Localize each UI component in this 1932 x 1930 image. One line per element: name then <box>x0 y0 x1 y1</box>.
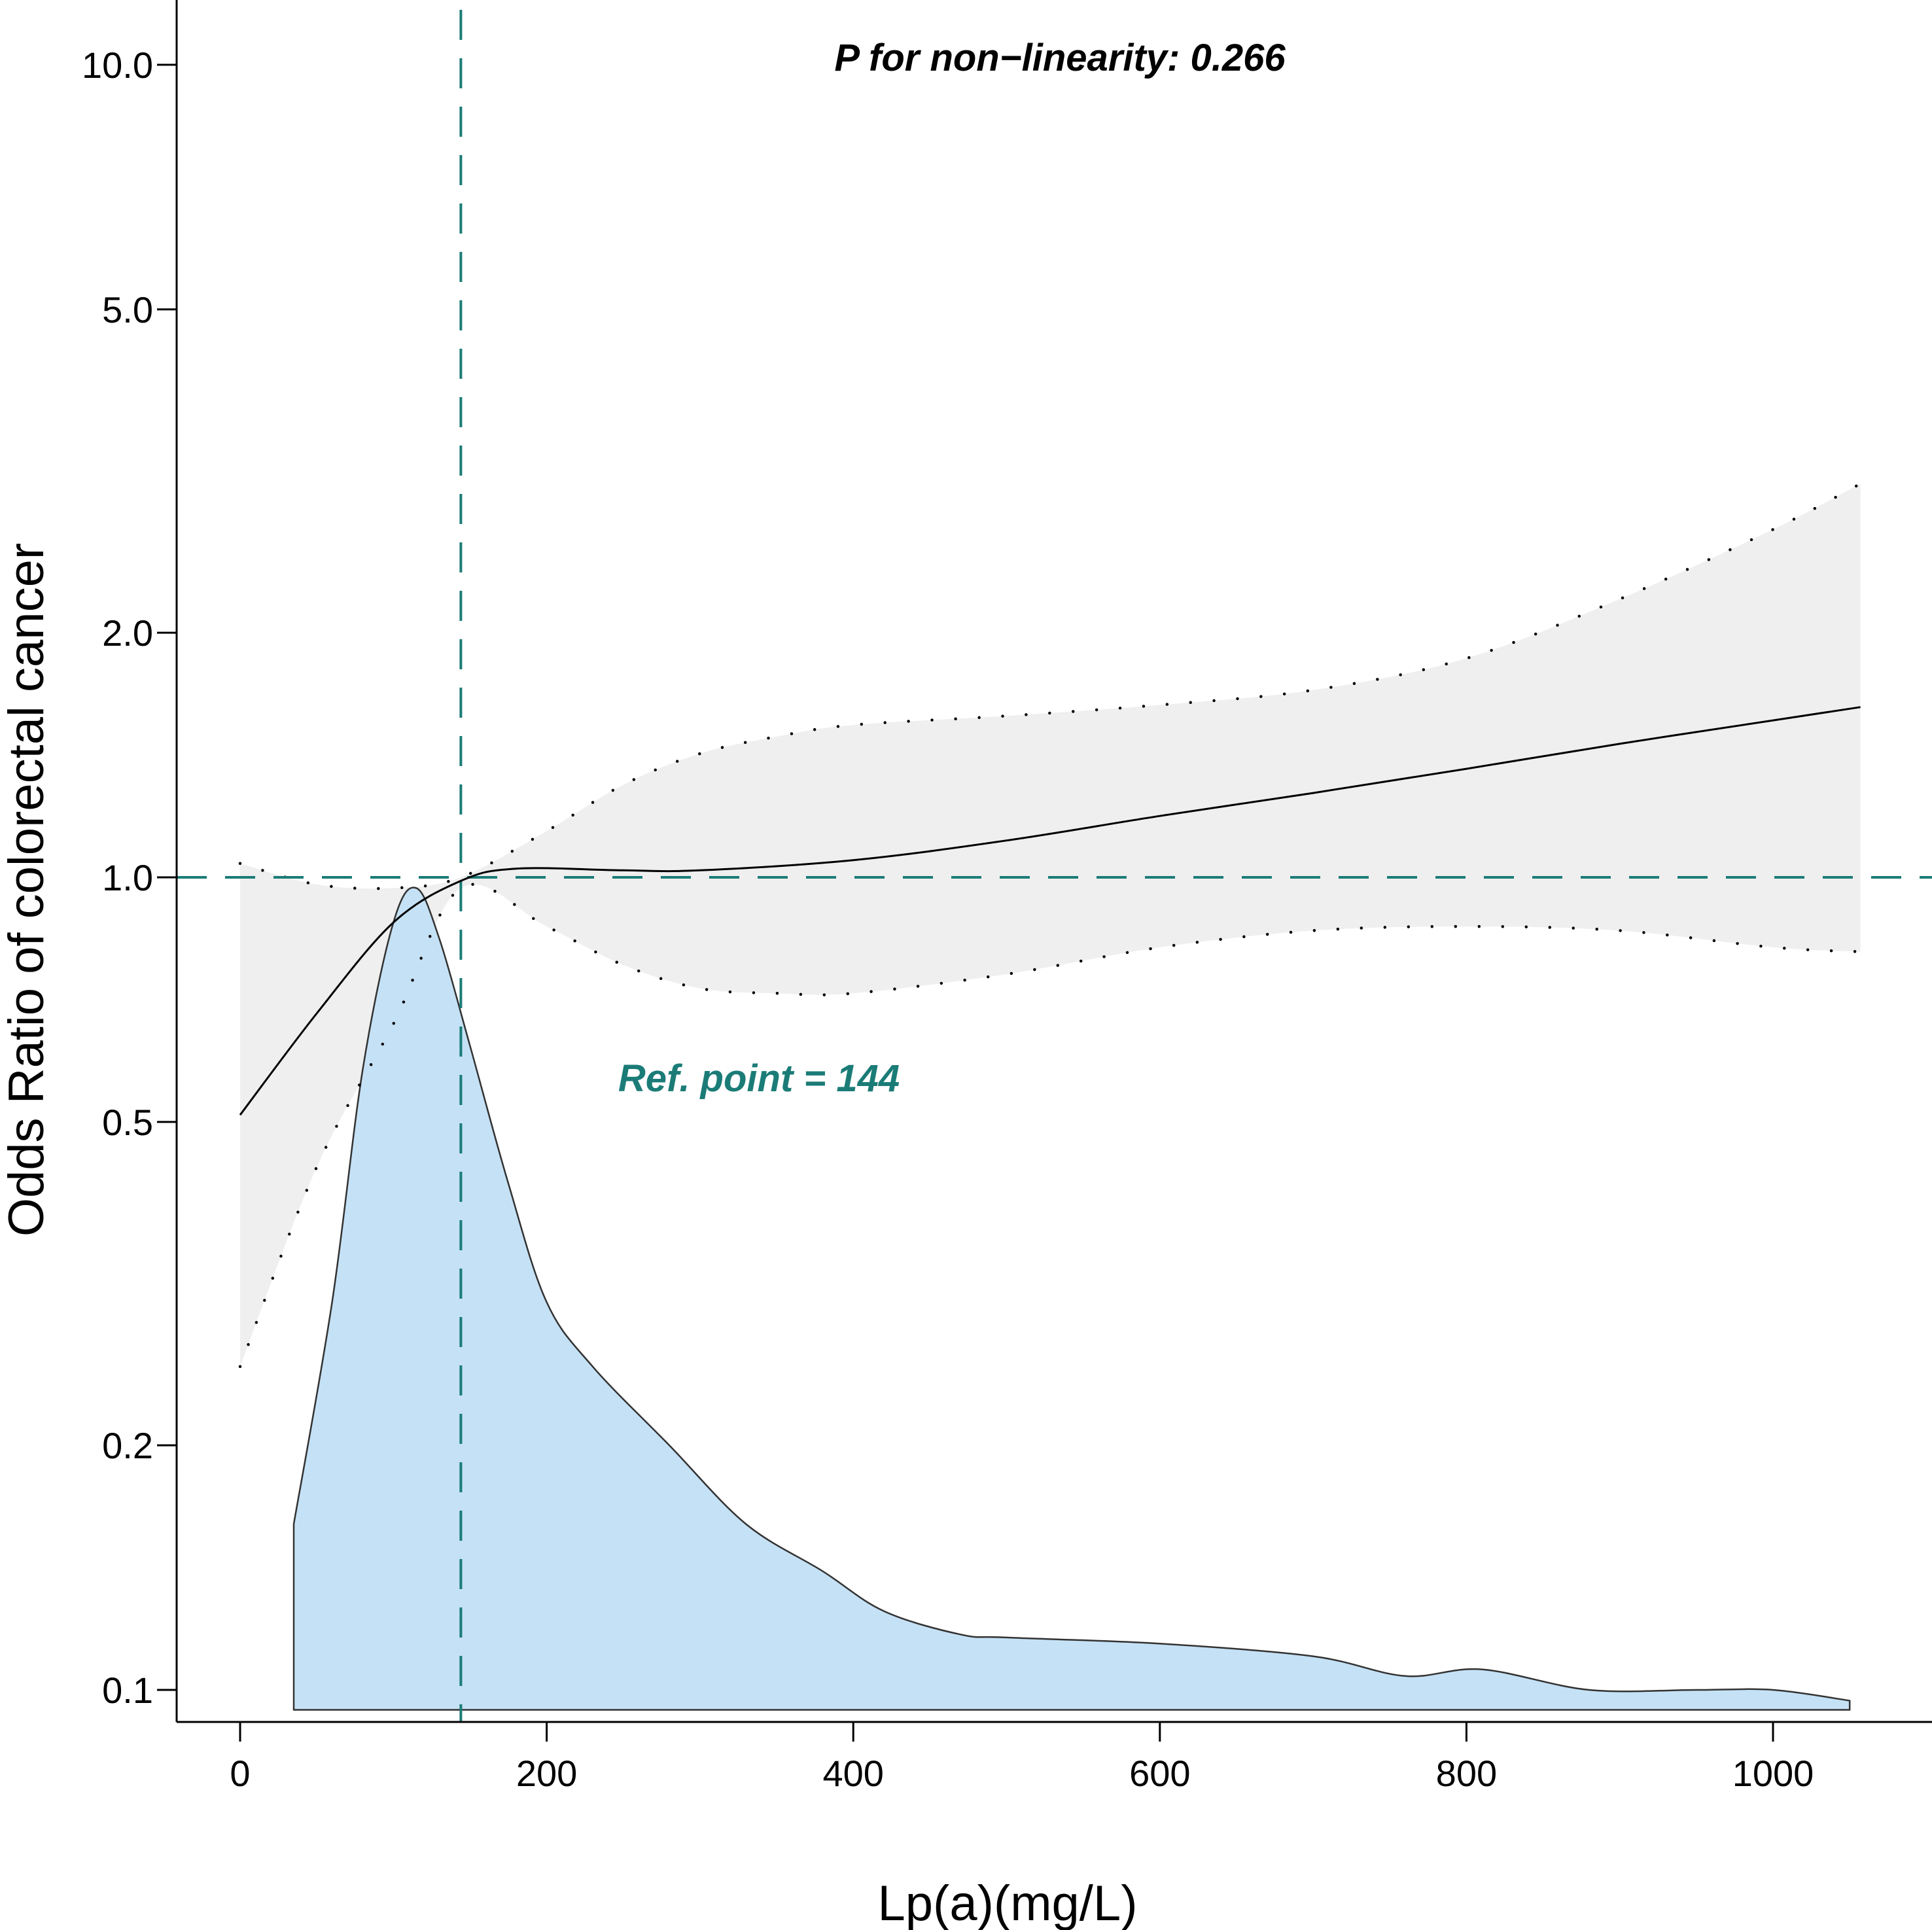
y-tick-label: 1.0 <box>102 857 153 898</box>
y-tick-label: 2.0 <box>102 612 153 654</box>
density-area <box>292 886 1851 1711</box>
density-layer <box>292 886 1851 1711</box>
y-tick-label: 5.0 <box>102 289 153 330</box>
x-ticks: 0 200 400 600 800 1000 <box>230 1722 1814 1794</box>
ref-point-annotation: Ref. point = 144 <box>618 1057 900 1100</box>
p-nonlinearity-annotation: P for non−linearity: 0.266 <box>834 37 1286 79</box>
main-line-layer <box>239 706 1861 1116</box>
x-axis-title: Lp(a)(mg/L) <box>878 1876 1138 1930</box>
y-tick-label: 10.0 <box>82 44 153 86</box>
x-tick-label: 600 <box>1129 1753 1190 1794</box>
y-tick-label: 0.5 <box>102 1102 153 1143</box>
x-tick-label: 0 <box>230 1753 250 1794</box>
x-tick-label: 1000 <box>1732 1753 1814 1794</box>
ci-band <box>240 483 1861 1367</box>
x-tick-label: 400 <box>822 1753 883 1794</box>
y-tick-label: 0.1 <box>102 1670 153 1711</box>
ci-band-layer <box>240 483 1861 1367</box>
odds-ratio-line <box>239 706 1861 1116</box>
y-tick-label: 0.2 <box>102 1425 153 1466</box>
x-tick-label: 800 <box>1436 1753 1497 1794</box>
y-ticks: 10.0 5.0 2.0 1.0 0.5 0.2 0.1 <box>82 44 177 1711</box>
y-axis-title: Odds Ratio of colorectal cancer <box>0 543 54 1237</box>
x-tick-label: 200 <box>516 1753 577 1794</box>
axes <box>175 0 1932 1723</box>
